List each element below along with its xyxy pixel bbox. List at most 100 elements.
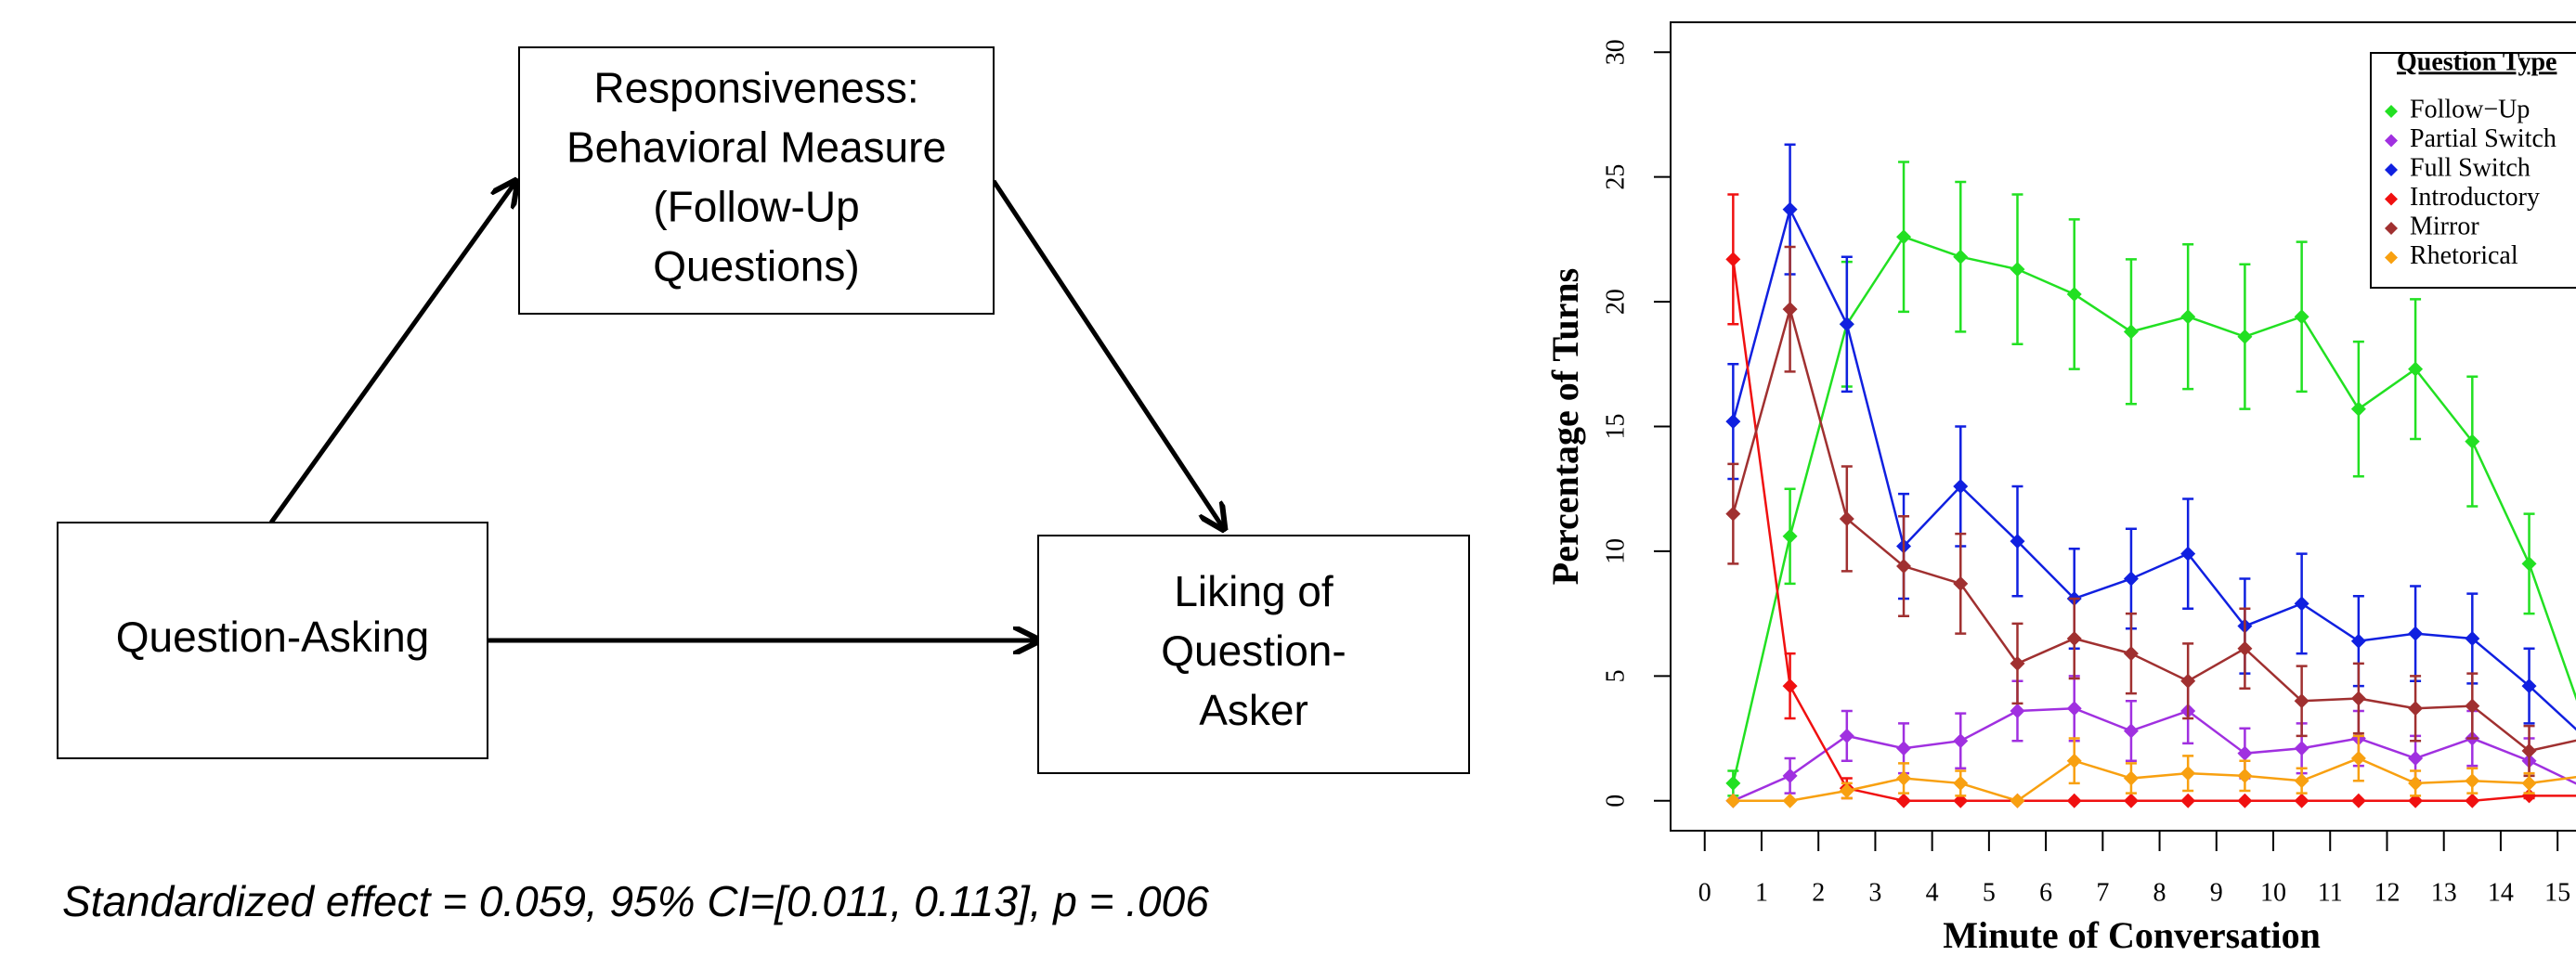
point (1953, 775, 1969, 791)
point (1725, 414, 1741, 430)
point (1953, 793, 1969, 808)
legend-marker (2385, 222, 2398, 235)
point (2465, 793, 2480, 808)
point (2066, 287, 2082, 303)
x-tick-label: 0 (1698, 878, 1711, 907)
x-tick-label: 13 (2431, 878, 2457, 907)
node-box (57, 522, 488, 759)
point (1782, 528, 1798, 544)
point (2350, 691, 2366, 706)
node-label: Asker (1199, 686, 1308, 734)
point (2350, 401, 2366, 417)
point (1725, 775, 1741, 791)
point (2294, 773, 2309, 789)
x-tick-label: 5 (1983, 878, 1996, 907)
point (1896, 741, 1912, 756)
point (2350, 633, 2366, 649)
point (2237, 768, 2253, 783)
point (1896, 770, 1912, 786)
point (1896, 229, 1912, 245)
node-label: Question-Asking (116, 613, 430, 661)
legend-label: Partial Switch (2410, 124, 2556, 153)
point (2350, 793, 2366, 808)
point (2521, 556, 2537, 572)
legend-marker (2385, 105, 2398, 118)
legend-marker (2385, 134, 2398, 148)
arrow (991, 179, 1224, 529)
node-label: Question- (1161, 627, 1346, 675)
node-label: (Follow-Up (653, 183, 859, 231)
point (2408, 751, 2424, 767)
point (2066, 701, 2082, 717)
series-line (1732, 304, 2576, 753)
point (2465, 698, 2480, 714)
caption: Standardized effect = 0.059, 95% CI=[0.0… (62, 877, 1209, 925)
x-tick-label: 12 (2374, 878, 2400, 907)
x-tick-label: 7 (2096, 878, 2109, 907)
point (1782, 678, 1798, 694)
point (2521, 788, 2537, 804)
point (2010, 793, 2025, 808)
x-tick-label: 1 (1755, 878, 1768, 907)
point (2123, 324, 2139, 340)
point (1839, 317, 1854, 332)
point (2180, 309, 2196, 325)
y-tick-label: 5 (1601, 669, 1630, 682)
point (1725, 506, 1741, 522)
point (2465, 631, 2480, 647)
point (2180, 673, 2196, 689)
point (1953, 479, 1969, 495)
point (2408, 701, 2424, 717)
y-tick-label: 10 (1601, 538, 1630, 564)
series-line (1732, 206, 2576, 731)
point (2408, 793, 2424, 808)
point (1953, 733, 1969, 749)
point (2294, 309, 2309, 325)
point (2237, 793, 2253, 808)
point (2180, 793, 2196, 808)
point (2294, 793, 2309, 808)
legend-marker (2385, 192, 2398, 206)
point (2010, 262, 2025, 278)
point (2465, 773, 2480, 789)
point (1725, 252, 1741, 267)
x-tick-label: 4 (1926, 878, 1939, 907)
point (2123, 723, 2139, 739)
point (2123, 770, 2139, 786)
point (1782, 201, 1798, 217)
point (2123, 793, 2139, 808)
point (1953, 575, 1969, 591)
point (1896, 559, 1912, 575)
arrow (268, 181, 516, 524)
point (2521, 743, 2537, 758)
node-label: Behavioral Measure (566, 123, 946, 172)
point (2237, 745, 2253, 761)
point (2066, 753, 2082, 769)
point (2408, 361, 2424, 377)
node-box (1037, 535, 1470, 774)
point (2180, 766, 2196, 782)
point (2123, 571, 2139, 587)
x-tick-label: 15 (2544, 878, 2570, 907)
x-tick-label: 14 (2488, 878, 2514, 907)
point (1839, 728, 1854, 743)
node-label: Liking of (1174, 567, 1334, 615)
legend-marker (2385, 251, 2398, 265)
point (1896, 793, 1912, 808)
mediation-diagram: Standardized effect = 0.059, 95% CI=[0.0… (57, 46, 1470, 925)
y-tick-label: 15 (1601, 414, 1630, 440)
point (2010, 534, 2025, 549)
point (1953, 249, 1969, 265)
point (2350, 751, 2366, 767)
point (2408, 626, 2424, 641)
point (2066, 793, 2082, 808)
series-line (1732, 707, 2576, 802)
series-line (1733, 756, 2576, 803)
point (2010, 655, 2025, 671)
x-tick-label: 8 (2153, 878, 2166, 907)
x-tick-label: 9 (2210, 878, 2223, 907)
node-label: Questions) (653, 242, 859, 291)
